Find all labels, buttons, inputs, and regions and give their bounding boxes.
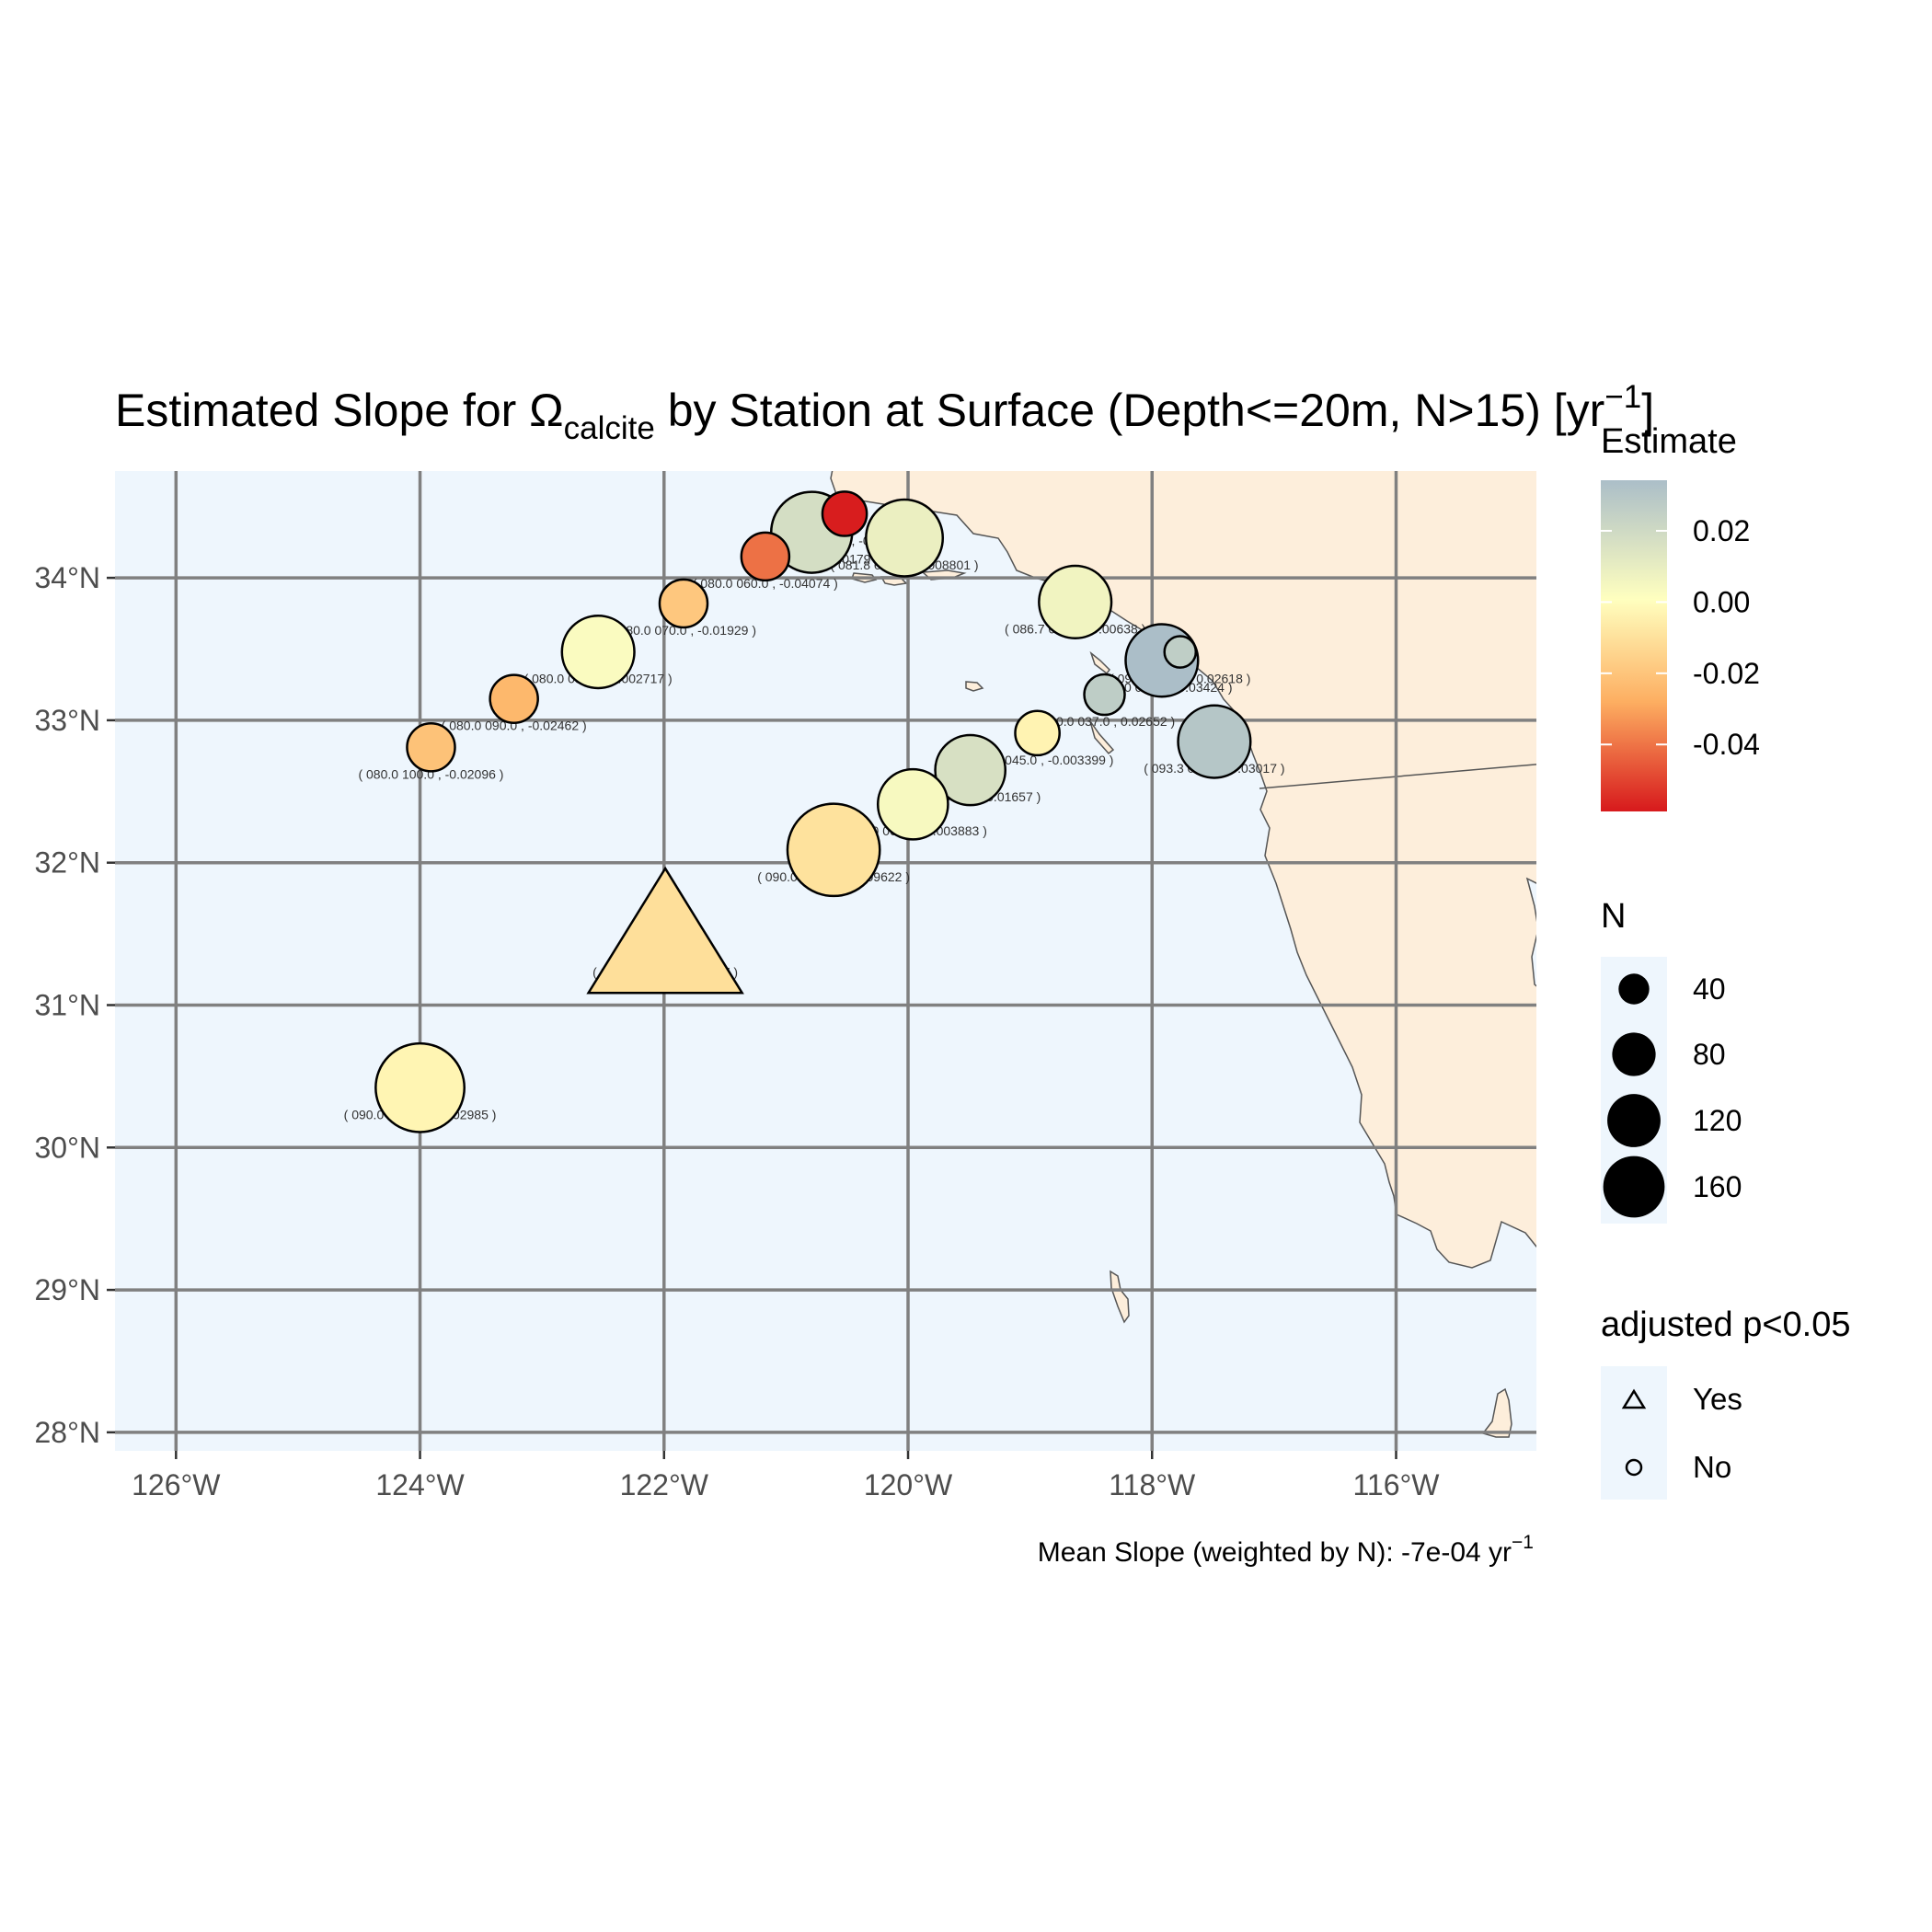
station-label: ( 080.0 100.0 , -0.02096 ) bbox=[358, 766, 503, 781]
colorbar-breaks: 0.02 0.00 -0.02 -0.04 bbox=[1601, 514, 1760, 761]
station-label: ( 080.0 060.0 , -0.04074 ) bbox=[693, 576, 838, 591]
shape-legend-label: Yes bbox=[1693, 1382, 1742, 1416]
x-tick-label: 120°W bbox=[864, 1468, 953, 1501]
size-legend-key bbox=[1603, 1156, 1665, 1218]
station-points bbox=[374, 490, 1252, 1133]
island bbox=[1089, 650, 1110, 675]
station-point bbox=[560, 614, 636, 690]
island bbox=[965, 681, 984, 692]
caption: Mean Slope (weighted by N): -7e-04 yr−1 bbox=[1038, 1532, 1534, 1568]
y-tick-label: 29°N bbox=[35, 1273, 101, 1306]
x-tick-label: 126°W bbox=[132, 1468, 221, 1501]
station-point bbox=[786, 802, 881, 898]
station-point bbox=[406, 722, 456, 773]
x-tick-label: 122°W bbox=[620, 1468, 709, 1501]
size-legend-label: 160 bbox=[1693, 1170, 1742, 1203]
axis-labels: 126°W 124°W 122°W 120°W 118°W 116°W 28°N 29°N 30… bbox=[35, 561, 1441, 1501]
triangle-legend-key bbox=[1621, 1388, 1647, 1409]
size-legend-title: N bbox=[1601, 897, 1626, 936]
chart-title: Estimated Slope for Ωcalcite by Station … bbox=[115, 379, 1654, 446]
station-point bbox=[1014, 709, 1061, 757]
colorbar-label: -0.04 bbox=[1693, 728, 1760, 761]
y-tick-label: 28°N bbox=[35, 1416, 101, 1449]
station-point bbox=[1177, 704, 1252, 779]
estimate-colorbar bbox=[1601, 480, 1667, 811]
station-point bbox=[934, 733, 1007, 807]
station-point bbox=[374, 1041, 466, 1133]
colorbar-label: 0.00 bbox=[1693, 585, 1750, 618]
y-tick-label: 33°N bbox=[35, 704, 101, 737]
y-tick-label: 34°N bbox=[35, 561, 101, 594]
estimate-legend: Estimate 0.02 0.00 -0.02 -0.04 bbox=[1601, 422, 1760, 811]
station-label: ( 080.0 070.0 , -0.01929 ) bbox=[611, 623, 756, 638]
station-point bbox=[1038, 564, 1113, 640]
size-legend-entries: 40 80 120 160 bbox=[1603, 972, 1742, 1218]
y-tick-label: 30°N bbox=[35, 1131, 101, 1164]
gridlines bbox=[115, 471, 1536, 1451]
circle-legend-key bbox=[1625, 1458, 1643, 1477]
gulf-shore bbox=[1525, 877, 1536, 987]
colorbar-label: 0.02 bbox=[1693, 514, 1750, 547]
station-point bbox=[876, 767, 949, 841]
mainland bbox=[830, 471, 1536, 1269]
size-legend: N 40 80 120 160 bbox=[1601, 897, 1742, 1224]
size-legend-key bbox=[1618, 973, 1650, 1005]
island bbox=[1089, 720, 1115, 755]
shape-legend-label: No bbox=[1693, 1450, 1731, 1484]
size-legend-key bbox=[1607, 1094, 1661, 1147]
border-line bbox=[1259, 764, 1536, 789]
x-tick-label: 118°W bbox=[1109, 1468, 1196, 1501]
shape-legend: adjusted p<0.05 Yes No bbox=[1601, 1305, 1851, 1500]
station-point bbox=[865, 498, 945, 578]
colorbar-label: -0.02 bbox=[1693, 657, 1760, 690]
size-legend-label: 120 bbox=[1693, 1104, 1742, 1137]
station-point bbox=[821, 490, 868, 537]
map-layers: ( 080.0 051.0 , -0.05801 )( 080.0 055.0 … bbox=[115, 471, 1536, 1451]
size-legend-label: 40 bbox=[1693, 972, 1726, 1006]
size-legend-label: 80 bbox=[1693, 1038, 1726, 1071]
station-point bbox=[740, 531, 791, 582]
station-point bbox=[1083, 673, 1126, 717]
size-legend-key bbox=[1612, 1032, 1656, 1076]
station-point bbox=[1163, 635, 1198, 669]
x-tick-label: 124°W bbox=[375, 1468, 465, 1501]
shape-legend-key-bg bbox=[1601, 1366, 1667, 1500]
station-label: ( 080.0 090.0 , -0.02462 ) bbox=[442, 719, 587, 733]
station-triangle bbox=[586, 866, 744, 995]
station-label: ( 090.0 037.0 , 0.02652 ) bbox=[1034, 714, 1175, 729]
station-point bbox=[489, 673, 539, 724]
shape-legend-title: adjusted p<0.05 bbox=[1601, 1305, 1851, 1344]
y-tick-label: 31°N bbox=[35, 988, 101, 1021]
island bbox=[1110, 1270, 1130, 1324]
island bbox=[1481, 1387, 1512, 1438]
estimate-legend-title: Estimate bbox=[1601, 422, 1737, 461]
station-point bbox=[658, 578, 709, 629]
axis-ticks bbox=[107, 576, 1397, 1459]
x-tick-label: 116°W bbox=[1352, 1468, 1440, 1501]
y-tick-label: 32°N bbox=[35, 846, 101, 880]
